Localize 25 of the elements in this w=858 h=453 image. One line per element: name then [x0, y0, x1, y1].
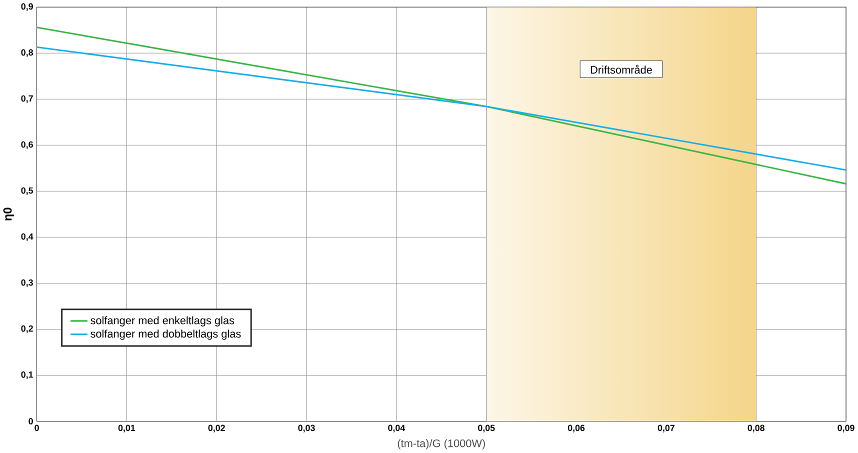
x-tick-label: 0,06 — [568, 424, 585, 433]
x-tick-label: 0,05 — [478, 424, 495, 433]
y-tick-label: 0,4 — [21, 234, 34, 242]
legend-label: solfanger med dobbeltlags glas — [90, 330, 241, 340]
y-tick-label: 0,7 — [21, 96, 33, 104]
x-tick-label: 0,02 — [208, 424, 225, 433]
y-tick-label: 0 — [28, 418, 33, 425]
y-tick-label: 0,2 — [21, 326, 33, 334]
x-tick-label: 0,08 — [748, 424, 765, 433]
y-tick-label: 0,9 — [21, 3, 33, 12]
x-tick-label: 0,01 — [118, 424, 136, 433]
y-tick-label: 0,5 — [21, 188, 34, 196]
x-tick-label: 0,09 — [838, 424, 854, 433]
legend-label: solfanger med enkeltlags glas — [90, 316, 234, 327]
y-tick-label: 0,3 — [21, 280, 33, 288]
x-axis-title: (tm-ta)/G (1000W) — [398, 439, 485, 450]
x-tick-label: 0,04 — [388, 424, 406, 433]
x-tick-label: 0 — [34, 424, 39, 432]
x-tick-label: 0,03 — [298, 424, 315, 433]
y-tick-label: 0,1 — [21, 372, 34, 380]
x-tick-label: 0,07 — [658, 424, 674, 433]
y-axis-title: η0 — [3, 208, 14, 221]
band-label: Driftsområde — [590, 64, 652, 74]
y-tick-label: 0,6 — [21, 142, 33, 150]
y-tick-label: 0,8 — [21, 49, 34, 58]
